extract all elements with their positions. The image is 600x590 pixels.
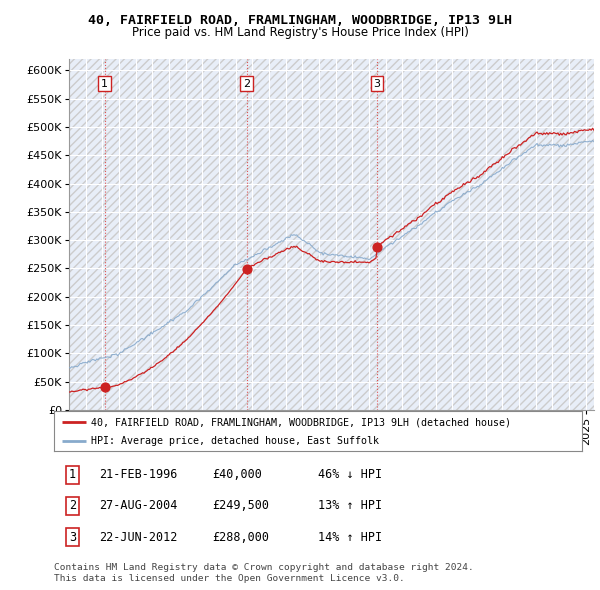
Text: 46% ↓ HPI: 46% ↓ HPI [318,468,382,481]
Text: 27-AUG-2004: 27-AUG-2004 [99,499,177,513]
Point [100,383,109,392]
Text: 2: 2 [243,78,250,88]
Text: Price paid vs. HM Land Registry's House Price Index (HPI): Price paid vs. HM Land Registry's House … [131,26,469,39]
Text: HPI: Average price, detached house, East Suffolk: HPI: Average price, detached house, East… [91,435,379,445]
Text: £288,000: £288,000 [212,530,269,543]
Text: 2: 2 [69,499,76,513]
Text: 3: 3 [69,530,76,543]
Text: £40,000: £40,000 [212,468,262,481]
Text: 3: 3 [373,78,380,88]
Text: 14% ↑ HPI: 14% ↑ HPI [318,530,382,543]
Text: 40, FAIRFIELD ROAD, FRAMLINGHAM, WOODBRIDGE, IP13 9LH (detached house): 40, FAIRFIELD ROAD, FRAMLINGHAM, WOODBRI… [91,417,511,427]
Text: 40, FAIRFIELD ROAD, FRAMLINGHAM, WOODBRIDGE, IP13 9LH: 40, FAIRFIELD ROAD, FRAMLINGHAM, WOODBRI… [88,14,512,27]
Point [242,264,251,274]
Point [372,242,382,252]
Text: 1: 1 [69,468,76,481]
Text: £249,500: £249,500 [212,499,269,513]
Text: 21-FEB-1996: 21-FEB-1996 [99,468,177,481]
Text: 1: 1 [101,78,108,88]
Text: 13% ↑ HPI: 13% ↑ HPI [318,499,382,513]
Text: Contains HM Land Registry data © Crown copyright and database right 2024.
This d: Contains HM Land Registry data © Crown c… [54,563,474,583]
Text: 22-JUN-2012: 22-JUN-2012 [99,530,177,543]
